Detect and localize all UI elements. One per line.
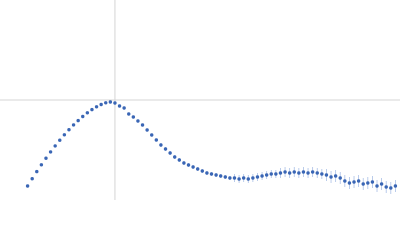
- data-point: [182, 161, 186, 165]
- data-point: [338, 176, 342, 180]
- data-point: [274, 172, 278, 176]
- data-point: [150, 133, 154, 137]
- data-point: [177, 158, 182, 162]
- data-point: [320, 172, 324, 176]
- data-point: [366, 181, 370, 185]
- data-point: [333, 174, 338, 178]
- data-point: [25, 184, 30, 188]
- data-point: [251, 176, 255, 180]
- data-point: [205, 171, 209, 175]
- data-point: [113, 101, 117, 105]
- data-point: [136, 119, 140, 123]
- data-point: [324, 173, 329, 177]
- data-point: [352, 180, 356, 184]
- page: (() => { const data = JSON.parse(documen…: [0, 0, 400, 200]
- data-point: [196, 167, 200, 171]
- data-point: [228, 176, 232, 180]
- data-point: [186, 163, 191, 167]
- data-point: [301, 170, 306, 174]
- data-point: [214, 173, 218, 177]
- data-point: [292, 170, 296, 174]
- data-point: [379, 182, 384, 186]
- data-point: [48, 150, 53, 154]
- data-point: [264, 173, 269, 177]
- data-point: [163, 147, 168, 151]
- data-point: [173, 155, 177, 159]
- data-point: [168, 151, 172, 155]
- data-point: [145, 128, 149, 132]
- data-point: [108, 100, 113, 104]
- data-point: [237, 177, 241, 181]
- data-point: [58, 138, 62, 142]
- data-point: [39, 163, 44, 167]
- data-point: [384, 185, 388, 189]
- data-point: [260, 174, 264, 178]
- data-point: [283, 170, 287, 174]
- data-point: [35, 169, 39, 174]
- data-point: [140, 123, 145, 127]
- data-point: [393, 184, 398, 188]
- data-point: [76, 118, 80, 123]
- data-point: [67, 128, 71, 132]
- data-point: [297, 171, 301, 175]
- data-point: [159, 143, 163, 147]
- data-point: [241, 176, 246, 180]
- data-point: [117, 104, 122, 108]
- data-point: [154, 138, 159, 142]
- data-point: [62, 133, 67, 137]
- data-point: [370, 180, 375, 184]
- data-point: [85, 111, 90, 115]
- data-point: [191, 165, 195, 169]
- data-point: [122, 106, 126, 110]
- data-point: [310, 170, 315, 174]
- data-point: [209, 172, 214, 176]
- data-point: [44, 156, 48, 160]
- data-point: [104, 101, 108, 105]
- data-point: [30, 177, 34, 181]
- data-point: [94, 105, 99, 109]
- data-point: [232, 176, 237, 180]
- data-point: [356, 179, 361, 183]
- data-point: [306, 171, 310, 175]
- data-point: [223, 175, 227, 179]
- data-point: [389, 186, 393, 190]
- data-point: [246, 177, 250, 181]
- chart: [0, 0, 400, 200]
- data-point: [315, 171, 319, 175]
- data-point: [255, 175, 260, 179]
- data-point: [343, 179, 347, 183]
- data-point: [200, 169, 204, 173]
- data-point: [90, 107, 94, 112]
- data-point: [99, 102, 103, 107]
- data-point: [278, 171, 283, 175]
- data-point: [269, 172, 273, 176]
- data-point: [81, 114, 85, 119]
- data-point: [347, 181, 352, 185]
- data-point: [361, 182, 365, 186]
- data-point: [53, 144, 57, 148]
- data-point: [287, 171, 292, 175]
- data-point: [329, 175, 333, 179]
- data-point: [131, 115, 136, 119]
- data-point: [375, 184, 379, 188]
- data-point: [71, 123, 76, 127]
- data-point: [127, 112, 131, 116]
- data-point: [218, 174, 223, 178]
